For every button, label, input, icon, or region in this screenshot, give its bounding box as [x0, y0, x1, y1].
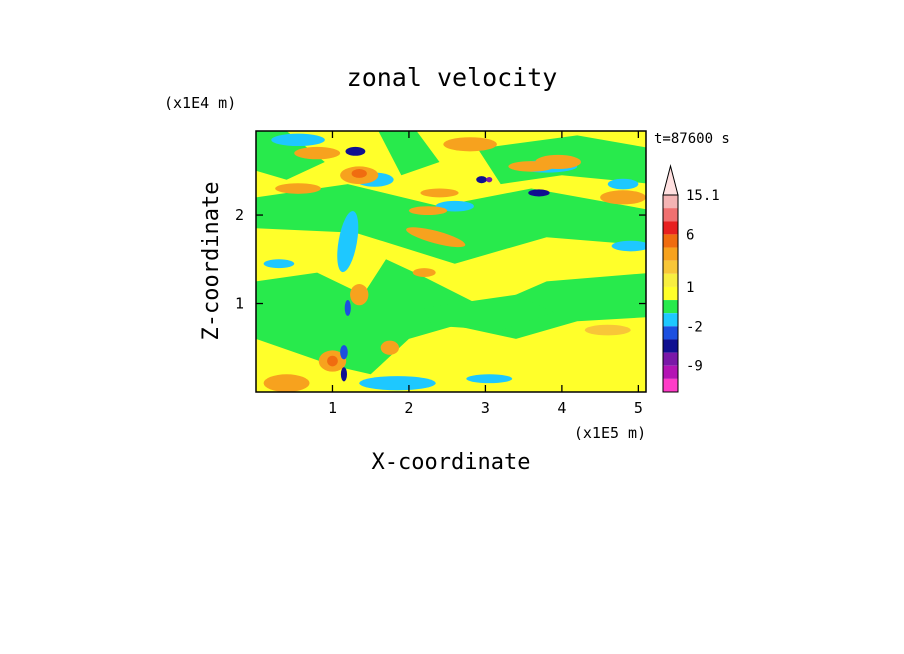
colorbar-label: -9 [686, 359, 703, 375]
x-tick-label: 2 [404, 399, 413, 417]
contour-band [256, 184, 646, 264]
y-tick-label: 2 [235, 206, 244, 224]
colorbar-swatch [663, 273, 678, 287]
colorbar-swatch [663, 260, 678, 274]
contour-region [294, 146, 341, 160]
contour-region [408, 206, 448, 216]
contour-region [443, 137, 497, 152]
colorbar-swatch [663, 221, 678, 235]
contour-region [607, 178, 639, 190]
colorbar: 15.1 6 1 -2 -9 [662, 164, 720, 393]
time-label: t=87600 s [654, 131, 730, 147]
contour-field [256, 131, 646, 392]
contour-region [535, 154, 581, 170]
x-tick-label: 3 [481, 399, 490, 417]
contour-band [424, 294, 555, 331]
x-axis: 1 2 3 4 5 [328, 131, 643, 417]
contour-region [271, 133, 325, 147]
contour-region [406, 227, 466, 248]
contour-region [263, 374, 310, 392]
chart-title: zonal velocity [347, 63, 558, 92]
contour-region [466, 374, 513, 384]
y-scale-note: (x1E4 m) [164, 94, 236, 112]
colorbar-label: 6 [686, 227, 694, 243]
x-tick-label: 5 [634, 399, 643, 417]
contour-region [380, 340, 399, 355]
colorbar-swatch [663, 286, 678, 301]
contour-band [256, 131, 325, 180]
y-tick-label: 1 [235, 295, 244, 313]
contour-region [340, 345, 348, 360]
y-axis: 12 [235, 206, 646, 313]
contour-region [337, 211, 359, 273]
contour-region [351, 169, 367, 178]
x-tick-label: 1 [328, 399, 337, 417]
contour-region [584, 324, 631, 336]
contour-region [420, 188, 459, 198]
colorbar-label: -2 [686, 319, 703, 335]
colorbar-swatch [663, 195, 678, 209]
contour-region [275, 183, 322, 194]
contour-region [327, 355, 338, 367]
colorbar-swatch [663, 378, 678, 392]
colorbar-swatch [663, 247, 678, 261]
x-axis-label: X-coordinate [372, 450, 531, 475]
contour-region [340, 367, 347, 382]
colorbar-swatch [663, 313, 678, 327]
contour-region [345, 146, 366, 156]
contour-region [350, 284, 369, 306]
colorbar-label: 15.1 [686, 188, 720, 204]
contour-band [378, 131, 440, 176]
colorbar-top-arrow [662, 164, 679, 196]
colorbar-swatch [663, 352, 678, 366]
contour-region [486, 177, 493, 183]
colorbar-swatch [663, 326, 678, 340]
contour-region [476, 176, 487, 184]
x-scale-note: (x1E5 m) [574, 424, 646, 442]
colorbar-swatch [663, 208, 678, 222]
plot-frame [255, 130, 647, 393]
x-tick-label: 4 [557, 399, 566, 417]
colorbar-swatch [663, 365, 678, 379]
colorbar-swatch [663, 339, 678, 353]
contour-region [263, 259, 295, 269]
y-axis-label: Z-coordinate [199, 182, 224, 341]
contour-region [600, 190, 646, 205]
colorbar-swatch [663, 300, 678, 314]
colorbar-swatch [663, 234, 678, 248]
contour-region [412, 268, 436, 277]
contour-region [359, 376, 436, 391]
contour-region [528, 189, 550, 197]
contour-region [344, 299, 351, 316]
contour-region [611, 240, 646, 252]
colorbar-frame [662, 194, 679, 393]
colorbar-label: 1 [686, 280, 694, 296]
